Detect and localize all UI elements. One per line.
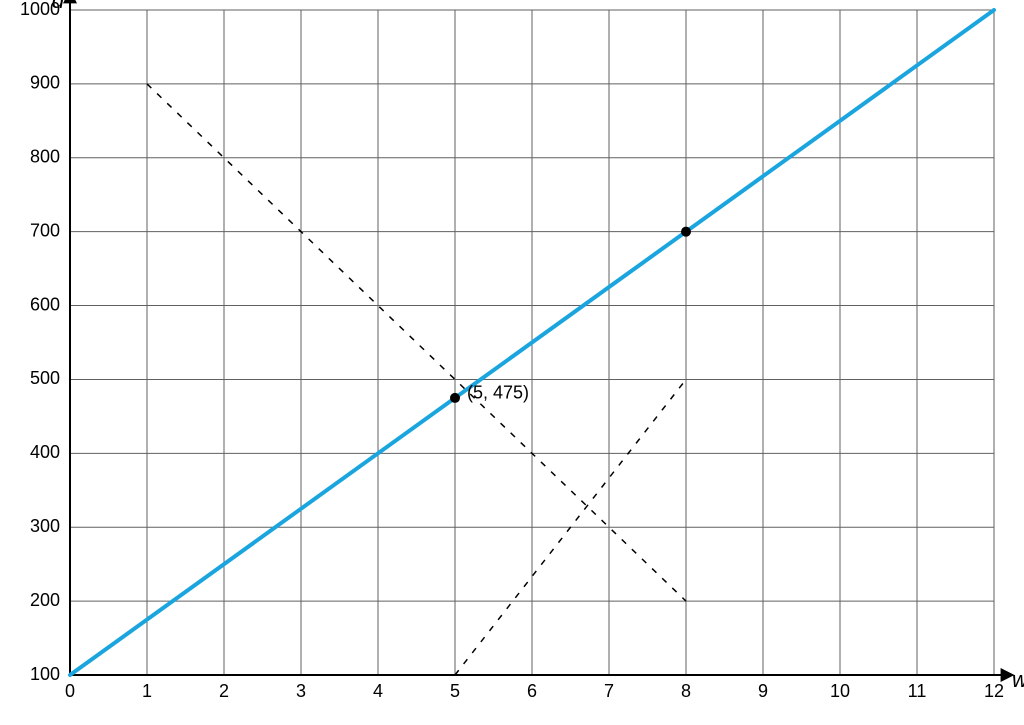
x-tick-label: 0 bbox=[65, 681, 75, 701]
chart-svg: (5, 475)01234567891011121002003004005006… bbox=[0, 0, 1024, 725]
y-tick-label: 900 bbox=[30, 73, 60, 93]
point-label: (5, 475) bbox=[467, 383, 529, 403]
x-tick-label: 11 bbox=[908, 681, 927, 701]
x-tick-label: 4 bbox=[373, 681, 383, 701]
y-tick-label: 300 bbox=[30, 516, 60, 536]
x-tick-label: 8 bbox=[681, 681, 691, 701]
y-tick-label: 700 bbox=[30, 220, 60, 240]
y-tick-label: 100 bbox=[30, 664, 60, 684]
x-tick-label: 12 bbox=[984, 681, 1004, 701]
y-tick-label: 400 bbox=[30, 442, 60, 462]
x-tick-label: 10 bbox=[830, 681, 850, 701]
x-tick-label: 7 bbox=[604, 681, 614, 701]
x-tick-label: 6 bbox=[527, 681, 537, 701]
y-tick-label: 800 bbox=[30, 147, 60, 167]
x-axis-label: w bbox=[1012, 667, 1024, 692]
data-point bbox=[681, 227, 691, 237]
line-chart: (5, 475)01234567891011121002003004005006… bbox=[0, 0, 1024, 725]
data-point bbox=[450, 393, 460, 403]
y-tick-label: 600 bbox=[30, 294, 60, 314]
y-tick-label: 200 bbox=[30, 590, 60, 610]
x-tick-label: 5 bbox=[450, 681, 460, 701]
x-tick-label: 2 bbox=[219, 681, 229, 701]
x-tick-label: 3 bbox=[296, 681, 306, 701]
y-axis-label: d bbox=[52, 0, 65, 13]
y-tick-label: 500 bbox=[30, 368, 60, 388]
x-tick-label: 9 bbox=[758, 681, 768, 701]
x-tick-label: 1 bbox=[142, 681, 152, 701]
